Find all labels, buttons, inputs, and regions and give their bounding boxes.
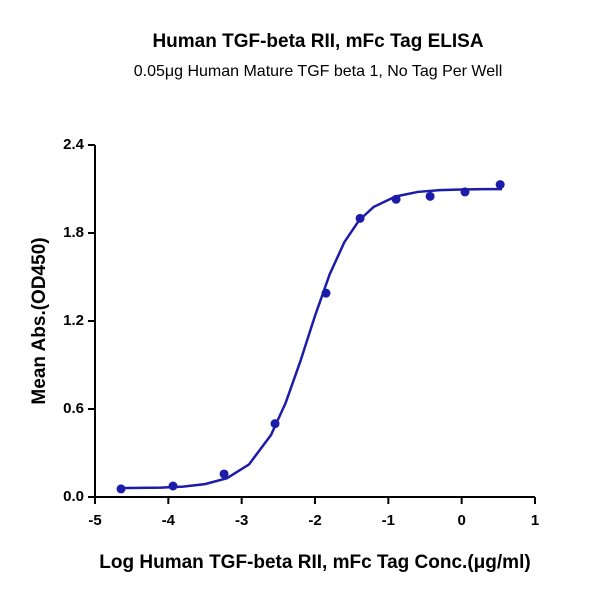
data-point [425,191,435,201]
y-tick-label: 0.0 [63,488,84,505]
chart-subtitle: 0.05μg Human Mature TGF beta 1, No Tag P… [134,63,503,80]
x-tick-label: -5 [88,512,101,529]
data-point [219,469,229,479]
y-tick-label: 0.6 [63,400,84,417]
y-tick-label: 1.8 [63,224,84,241]
x-tick-label: -4 [162,512,176,529]
data-point [495,180,505,190]
x-axis-label: Log Human TGF-beta RII, mFc Tag Conc.(μg… [99,552,530,573]
chart-title: Human TGF-beta RII, mFc Tag ELISA [152,31,483,52]
y-tick-label: 2.4 [63,136,85,153]
x-tick-label: -3 [235,512,248,529]
y-tick-label: 1.2 [63,312,84,329]
x-tick-label: 1 [531,512,539,529]
x-tick-label: -2 [308,512,321,529]
x-tick-label: -1 [382,512,395,529]
x-tick-label: 0 [457,512,465,529]
y-axis-label: Mean Abs.(OD450) [29,237,50,404]
fit-curve [116,187,502,490]
